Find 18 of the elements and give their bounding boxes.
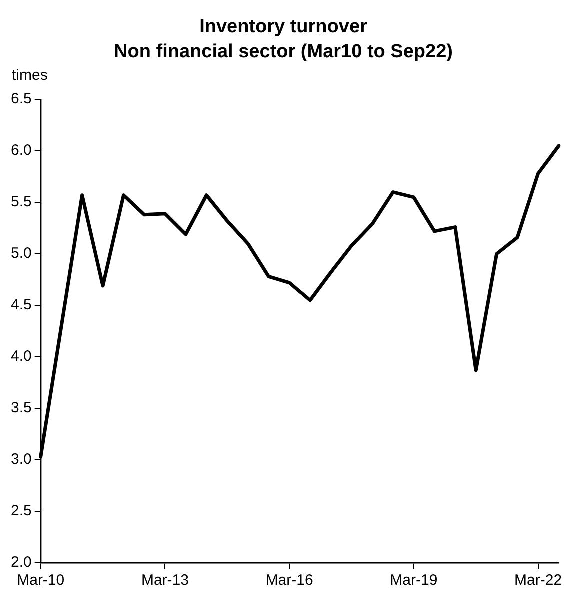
- chart-subtitle: Non financial sector (Mar10 to Sep22): [114, 41, 453, 62]
- x-tick-label: Mar-22: [514, 572, 562, 590]
- x-tick-label: Mar-13: [141, 572, 189, 590]
- y-tick-label: 6.5: [10, 90, 32, 108]
- chart-title: Inventory turnover: [200, 16, 368, 38]
- y-tick-label: 4.5: [10, 296, 32, 314]
- y-tick-label: 5.0: [10, 245, 32, 262]
- y-tick-label: 2.0: [10, 554, 32, 572]
- y-tick-label: 2.5: [10, 502, 32, 520]
- y-tick-label: 6.0: [10, 142, 32, 160]
- x-tick-label: Mar-10: [17, 572, 65, 590]
- y-tick-label: 3.0: [10, 451, 32, 468]
- x-tick-label: Mar-19: [390, 572, 438, 590]
- x-tick-label: Mar-16: [266, 572, 314, 590]
- y-axis-title: times: [12, 67, 48, 84]
- y-tick-label: 3.5: [10, 400, 32, 417]
- y-tick-label: 4.0: [10, 348, 32, 366]
- y-tick-label: 5.5: [10, 194, 32, 211]
